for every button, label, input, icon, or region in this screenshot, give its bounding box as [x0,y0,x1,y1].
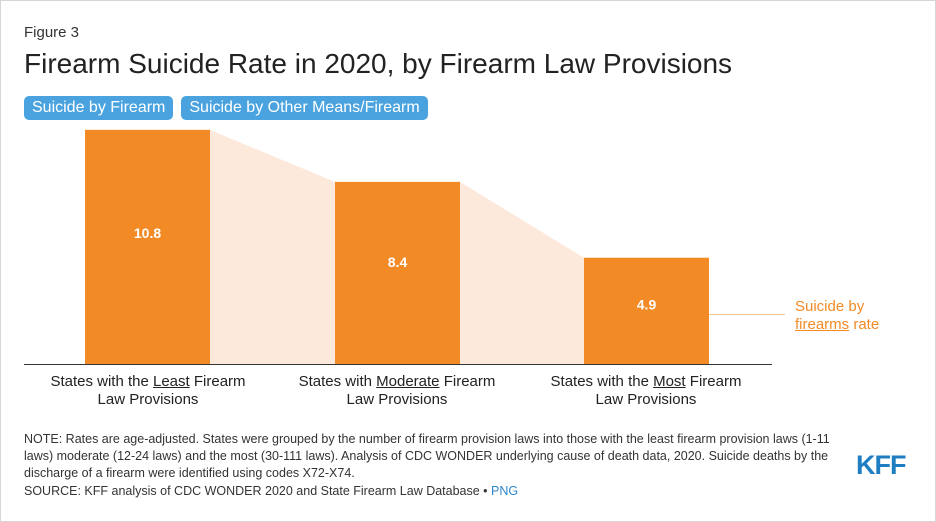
x-tick-label-least: States with the Least Firearm Law Provis… [50,373,246,408]
bar-1[interactable] [335,181,460,364]
x-tick-label-moderate: States with Moderate Firearm Law Provisi… [298,373,496,408]
figure-label: Figure 3 [24,24,80,41]
svg-text:KFF: KFF [856,450,906,479]
bar-0[interactable] [85,129,210,364]
png-download-link[interactable]: PNG [491,484,519,498]
tab-suicide-by-firearm[interactable]: Suicide by Firearm [24,96,174,120]
bar-2[interactable] [584,257,709,364]
firearms-link[interactable]: firearms [795,316,850,333]
kff-logo: KFF [856,450,907,479]
data-label-2: 4.9 [637,297,657,313]
data-label-1: 8.4 [388,254,408,270]
x-tick-label-most: States with the Most Firearm Law Provisi… [550,373,742,408]
series-tabs: Suicide by Firearm Suicide by Other Mean… [24,96,428,120]
chart-title: Firearm Suicide Rate in 2020, by Firearm… [24,48,733,79]
data-label-0: 10.8 [134,225,161,241]
chart-note: NOTE: Rates are age-adjusted. States wer… [24,432,830,480]
chart-source: SOURCE: KFF analysis of CDC WONDER 2020 … [24,484,519,498]
series-annotation: Suicide by firearms rate [795,298,880,333]
tab-suicide-by-other-means[interactable]: Suicide by Other Means/Firearm [181,96,428,120]
